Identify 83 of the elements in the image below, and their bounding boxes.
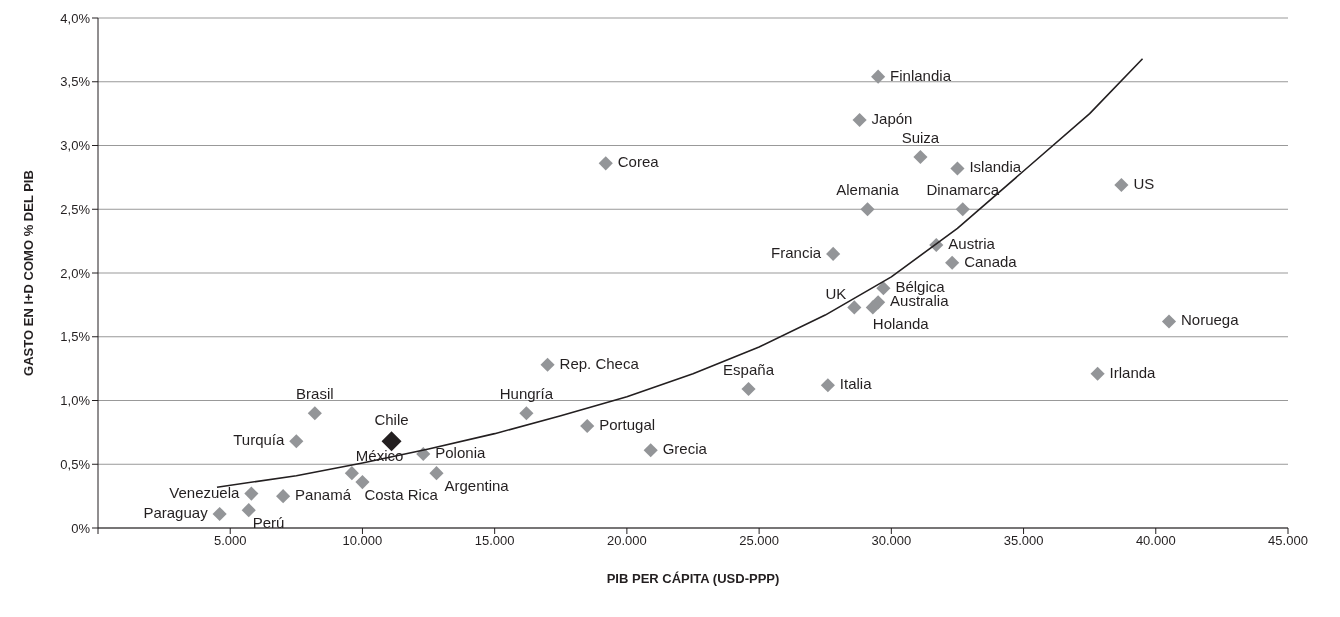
point — [945, 255, 960, 270]
annotation: Francia — [771, 243, 822, 261]
annotation: Perú — [252, 514, 285, 532]
y-tick-label: 2,0% — [60, 265, 91, 281]
point — [276, 489, 291, 504]
annotation: Chile — [374, 411, 409, 429]
x-tick-label: 20.000 — [607, 533, 647, 549]
point — [241, 503, 256, 518]
annotation: Costa Rica — [364, 486, 439, 504]
annotation: Panamá — [295, 486, 352, 504]
annotation: Noruega — [1181, 311, 1240, 329]
point — [344, 466, 359, 481]
point — [871, 69, 886, 84]
point — [289, 434, 304, 449]
annotation: Canada — [964, 252, 1018, 270]
x-tick-label: 25.000 — [739, 533, 779, 549]
annotation: Venezuela — [169, 483, 241, 501]
annotation: Brasil — [296, 385, 334, 403]
annotation: Bélgica — [895, 278, 946, 296]
point — [519, 406, 534, 421]
point — [852, 112, 867, 128]
point — [355, 475, 370, 490]
annotation: Grecia — [662, 440, 708, 458]
y-tick-label: 3,0% — [60, 138, 91, 154]
y-tick-label: 1,0% — [60, 393, 91, 409]
point — [826, 246, 841, 261]
annotation: Suiza — [901, 128, 940, 146]
x-axis-title: PIB PER CÁPITA (USD-PPP) — [606, 571, 780, 586]
annotation: US — [1133, 175, 1155, 193]
x-tick-label: 40.000 — [1135, 533, 1176, 549]
y-tick-label: 0% — [71, 520, 91, 536]
annotation: Portugal — [599, 416, 656, 433]
point — [580, 418, 595, 434]
x-tick-label: 15.000 — [474, 533, 515, 549]
y-tick-label: 2,5% — [60, 201, 91, 217]
annotation: Dinamarca — [926, 181, 1000, 199]
point — [876, 281, 891, 296]
annotation: Paraguay — [143, 503, 209, 521]
y-tick-label: 0,5% — [60, 456, 91, 472]
annotation: Alemania — [836, 181, 900, 199]
y-axis-title: GASTO EN I+D COMO % DEL PIB — [20, 170, 36, 376]
annotation: Irlanda — [1109, 363, 1157, 381]
point — [598, 156, 613, 171]
annotation: Holanda — [872, 315, 930, 333]
annotation: Austria — [948, 234, 996, 252]
point — [429, 466, 444, 481]
point — [955, 202, 970, 217]
x-tick-label: 30.000 — [871, 533, 912, 549]
annotation: España — [723, 361, 775, 379]
y-tick-label: 1,5% — [60, 329, 91, 345]
point — [950, 161, 965, 176]
x-tick-label: 45.000 — [1268, 533, 1308, 549]
annotation: Turquía — [233, 431, 285, 449]
point — [820, 378, 835, 393]
annotation: Rep. Checa — [559, 354, 640, 372]
point — [1114, 177, 1129, 193]
x-tick-label: 5.000 — [213, 533, 247, 549]
point — [913, 149, 928, 165]
point — [847, 300, 862, 315]
point — [244, 486, 259, 501]
point — [865, 300, 880, 315]
point — [212, 506, 227, 522]
annotation: Corea — [617, 153, 660, 171]
point — [741, 381, 756, 397]
annotation: Polonia — [435, 444, 486, 462]
y-tick-label: 3,5% — [60, 74, 91, 90]
annotation: Islandia — [969, 158, 1022, 176]
point — [307, 406, 322, 421]
annotation: Argentina — [444, 477, 510, 495]
annotation: Hungría — [499, 385, 554, 403]
point — [540, 357, 555, 372]
point — [1090, 366, 1105, 381]
point — [1161, 314, 1177, 329]
annotation: México — [355, 447, 404, 465]
annotation: Japón — [871, 110, 913, 127]
x-tick-label: 35.000 — [1003, 533, 1044, 549]
annotation: Italia — [839, 375, 873, 393]
annotation: Finlandia — [890, 66, 952, 84]
annotation: UK — [825, 285, 847, 303]
point — [643, 443, 658, 458]
x-tick-label: 10.000 — [342, 533, 383, 549]
y-tick-label: 4,0% — [60, 10, 91, 26]
point — [860, 202, 875, 217]
